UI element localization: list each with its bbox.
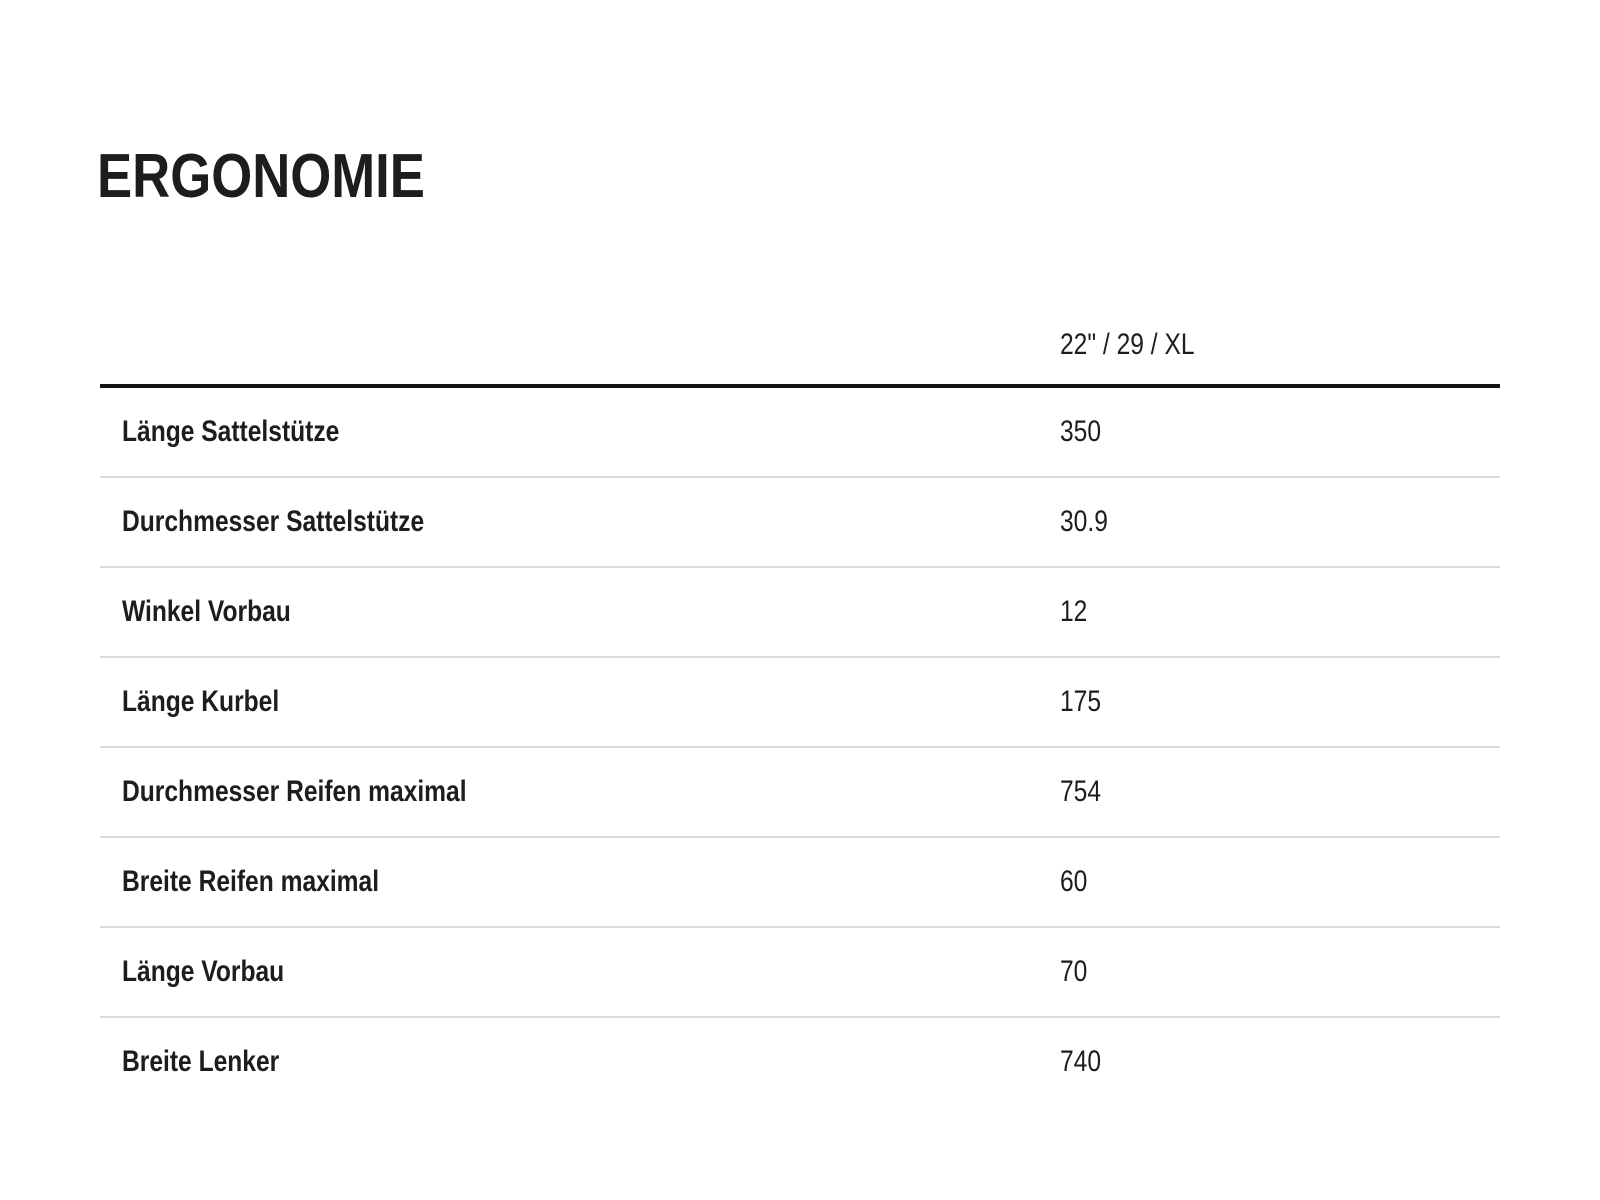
spec-label: Winkel Vorbau <box>122 595 291 628</box>
spec-value: 740 <box>1060 1045 1102 1078</box>
spec-value-cell: 30.9 <box>1060 477 1500 568</box>
spec-label-cell: Breite Lenker <box>100 1017 1060 1106</box>
spec-label: Länge Sattelstütze <box>122 415 340 448</box>
spec-value: 70 <box>1060 955 1088 988</box>
spec-value-cell: 350 <box>1060 386 1500 478</box>
spec-value-cell: 70 <box>1060 927 1500 1018</box>
spec-label-cell: Durchmesser Sattelstütze <box>100 477 1060 568</box>
spec-label: Länge Vorbau <box>122 955 285 988</box>
spec-label: Durchmesser Reifen maximal <box>122 775 467 808</box>
section-title: ERGONOMIE <box>97 146 483 208</box>
size-column-header: 22" / 29 / XL <box>1060 328 1195 361</box>
table-row: Länge Vorbau 70 <box>100 927 1500 1018</box>
table-row: Breite Lenker 740 <box>100 1017 1500 1106</box>
table-header-row: 22" / 29 / XL <box>100 272 1500 388</box>
spec-label-cell: Breite Reifen maximal <box>100 837 1060 928</box>
spec-value: 30.9 <box>1060 505 1108 538</box>
table-row: Breite Reifen maximal 60 <box>100 837 1500 928</box>
table-row: Länge Sattelstütze 350 <box>100 386 1500 478</box>
spec-value: 60 <box>1060 865 1088 898</box>
table-row: Länge Kurbel 175 <box>100 657 1500 748</box>
size-column-header-cell: 22" / 29 / XL <box>1060 272 1500 388</box>
spec-label: Länge Kurbel <box>122 685 280 718</box>
spec-value-cell: 12 <box>1060 567 1500 658</box>
spec-table-body: Länge Sattelstütze 350 Durchmesser Satte… <box>100 386 1500 1106</box>
spec-value-cell: 740 <box>1060 1017 1500 1106</box>
spec-value-cell: 175 <box>1060 657 1500 748</box>
spec-label-cell: Länge Kurbel <box>100 657 1060 748</box>
table-row: Winkel Vorbau 12 <box>100 567 1500 658</box>
spec-value-cell: 754 <box>1060 747 1500 838</box>
spec-label: Breite Lenker <box>122 1045 280 1078</box>
table-row: Durchmesser Sattelstütze 30.9 <box>100 477 1500 568</box>
header-empty-cell <box>100 272 1060 388</box>
spec-label-cell: Länge Sattelstütze <box>100 386 1060 478</box>
spec-label-cell: Durchmesser Reifen maximal <box>100 747 1060 838</box>
table-row: Durchmesser Reifen maximal 754 <box>100 747 1500 838</box>
spec-value: 12 <box>1060 595 1088 628</box>
ergonomics-spec-table: 22" / 29 / XL Länge Sattelstütze 350 Dur… <box>100 272 1500 1106</box>
spec-value: 754 <box>1060 775 1102 808</box>
section-title-text: ERGONOMIE <box>97 142 425 211</box>
spec-value: 175 <box>1060 685 1102 718</box>
spec-label: Breite Reifen maximal <box>122 865 380 898</box>
spec-label: Durchmesser Sattelstütze <box>122 505 425 538</box>
spec-label-cell: Länge Vorbau <box>100 927 1060 1018</box>
spec-label-cell: Winkel Vorbau <box>100 567 1060 658</box>
spec-value: 350 <box>1060 415 1102 448</box>
spec-value-cell: 60 <box>1060 837 1500 928</box>
